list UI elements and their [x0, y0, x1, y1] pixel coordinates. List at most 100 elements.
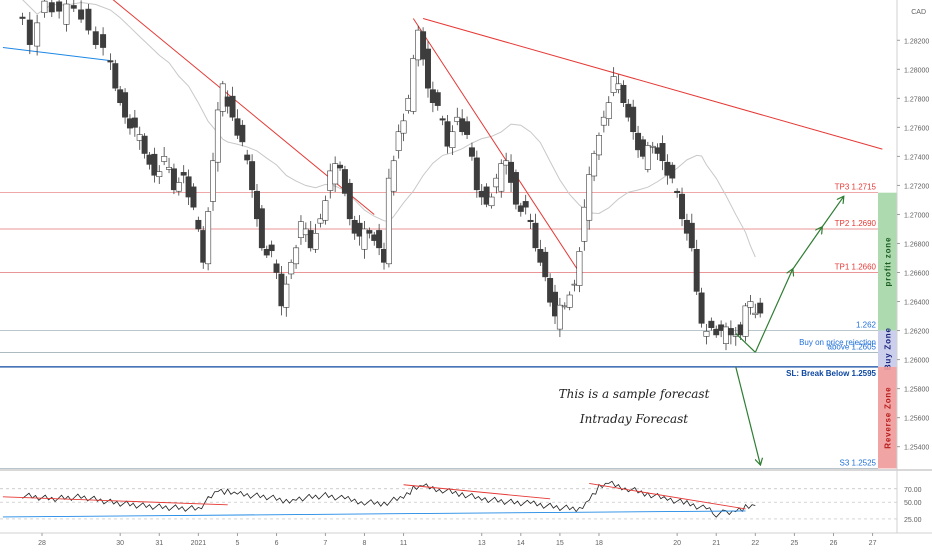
candle-body	[737, 324, 744, 336]
candle-body	[283, 283, 290, 308]
candle-body	[591, 153, 598, 177]
candle-body	[175, 182, 182, 192]
time-tick-label: 31	[155, 540, 163, 547]
candle-body	[420, 31, 427, 60]
candle-body	[332, 163, 339, 185]
rsi-panel: 70.00 50.00 25.00	[0, 469, 932, 524]
candle-body	[571, 283, 578, 286]
annotation-texts: This is a sample forecast Intraday Foreca…	[559, 387, 710, 426]
time-tick-label: 22	[751, 540, 759, 547]
candle-body	[434, 92, 441, 106]
time-tick-label: 6	[275, 540, 279, 547]
time-tick-label: 25	[791, 540, 799, 547]
candle-body	[703, 330, 710, 337]
candle-body	[41, 0, 48, 14]
candle-body	[468, 147, 475, 157]
candle-body	[214, 109, 221, 163]
price-tick-label: 1.26200	[904, 329, 929, 336]
candle-body	[620, 84, 627, 103]
time-tick-label: 26	[830, 540, 838, 547]
candle-body	[166, 166, 173, 170]
candle-body	[449, 131, 456, 148]
candle-body	[170, 168, 177, 191]
level-label: TP1 1.2660	[835, 263, 877, 272]
price-tick-label: 1.25800	[904, 387, 929, 394]
rsi-level-label: 70.00	[904, 487, 922, 494]
candle-body	[483, 186, 490, 205]
trend-line	[422, 18, 883, 150]
candle-body	[556, 304, 563, 330]
time-tick-label: 2021	[191, 540, 207, 547]
candle-body	[112, 63, 119, 89]
time-tick-label: 28	[38, 540, 46, 547]
candle-body	[122, 92, 129, 118]
candle-body	[488, 196, 495, 207]
zone-2	[878, 366, 897, 469]
candle-body	[219, 83, 226, 112]
candle-body	[26, 19, 33, 45]
candle-body	[19, 16, 26, 19]
candle-body	[757, 302, 764, 314]
price-tick-label: 1.28200	[904, 38, 929, 45]
rsi-trend-line	[2, 510, 746, 518]
candle-body	[366, 230, 373, 234]
price-tick-label: 1.26600	[904, 271, 929, 278]
candle-body	[156, 171, 163, 178]
level-label: TP2 1.2690	[835, 219, 877, 228]
candle-body	[723, 326, 729, 344]
zones: profit zone Buy Zone Reverse Zone	[878, 192, 897, 469]
candle-body	[747, 301, 754, 308]
candle-body	[688, 222, 695, 249]
candle-body	[498, 163, 505, 192]
candle-body	[34, 22, 41, 47]
candle-body	[293, 247, 300, 265]
zone-label: profit zone	[884, 237, 893, 287]
candle-body	[85, 8, 92, 31]
price-tick-label: 1.27800	[904, 96, 929, 103]
candle-body	[478, 190, 485, 198]
candle-body	[385, 177, 392, 265]
rsi-level-label: 50.00	[904, 500, 922, 507]
candle-body	[635, 132, 642, 151]
time-axis[interactable]: 28 30 31 2021 5 6 7 8 11 13 14 15 18 20 21 22 25 26 27	[0, 532, 932, 547]
candle-body	[615, 83, 622, 90]
candle-body	[644, 145, 651, 170]
candle-body	[253, 190, 260, 220]
candle-body	[527, 219, 534, 223]
moving-average	[22, 0, 756, 258]
candle-body	[600, 116, 607, 126]
forecast-arrow	[791, 228, 821, 270]
level-label: 1.262	[856, 321, 877, 330]
forecast-arrow	[821, 197, 843, 228]
candle-body	[581, 206, 588, 242]
candle-body	[718, 324, 725, 331]
candle-body	[56, 1, 63, 12]
candle-body	[205, 211, 212, 265]
candle-body	[561, 305, 568, 308]
candle-body	[341, 169, 348, 194]
time-tick-label: 5	[235, 540, 239, 547]
price-tick-label: 1.26000	[904, 358, 929, 365]
forecast-arrows	[735, 197, 843, 464]
time-tick-label: 18	[595, 540, 603, 547]
time-tick-label: 11	[400, 540, 407, 547]
candle-body	[654, 147, 661, 154]
forecast-text: This is a sample forecast	[559, 387, 710, 401]
price-tick-label: 1.28000	[904, 67, 929, 74]
time-tick-label: 14	[517, 540, 525, 547]
price-axis[interactable]: 1.25400 1.25600 1.25800 1.26000 1.26200 1.264…	[896, 0, 929, 533]
candle-body	[674, 190, 681, 193]
ma-line	[22, 0, 756, 258]
candle-body	[400, 120, 407, 134]
candle-body	[161, 156, 168, 162]
candle-body	[683, 219, 690, 234]
rsi-trend-line	[2, 496, 228, 506]
candle-body	[126, 118, 133, 129]
level-label: TP3 1.2715	[835, 183, 877, 192]
price-tick-label: 1.25600	[904, 416, 929, 423]
candle-body	[288, 262, 295, 275]
candle-body	[234, 118, 241, 136]
candle-body	[429, 89, 436, 103]
